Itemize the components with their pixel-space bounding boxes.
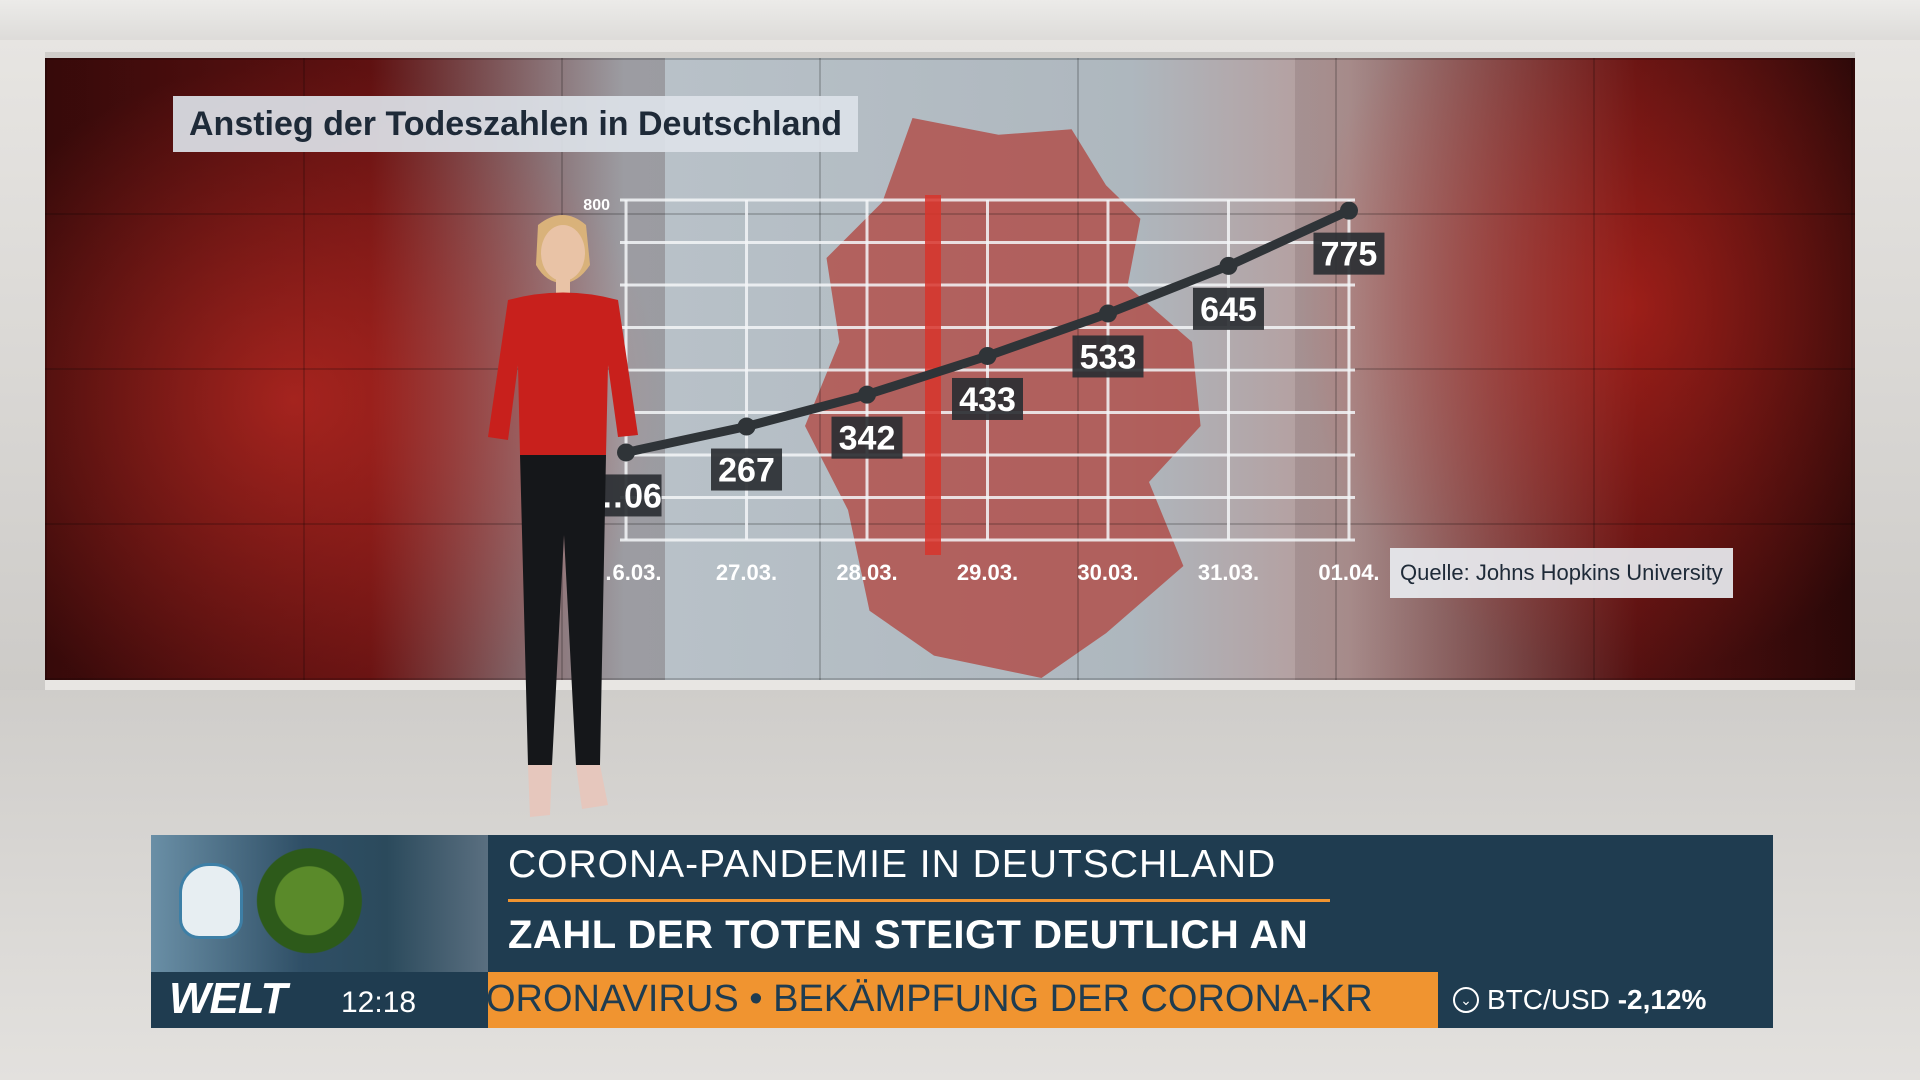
x-tick-label: 27.03. bbox=[716, 560, 777, 585]
medic-figure bbox=[179, 863, 243, 939]
data-point bbox=[1219, 256, 1238, 275]
x-tick-label: 29.03. bbox=[957, 560, 1018, 585]
y-tick-label: 800 bbox=[583, 197, 610, 214]
data-point bbox=[1339, 201, 1358, 220]
data-label: 775 bbox=[1321, 236, 1378, 274]
data-label-box bbox=[711, 448, 783, 491]
news-ticker: ORONAVIRUS • BEKÄMPFUNG DER CORONA-KR bbox=[488, 972, 1438, 1028]
market-quote: ⌄ BTC/USD -2,12% bbox=[1453, 984, 1706, 1016]
lower-third-banner: CORONA-PANDEMIE IN DEUTSCHLAND ZAHL DER … bbox=[151, 835, 1773, 1028]
data-label-box bbox=[952, 377, 1023, 420]
data-label-box bbox=[1192, 287, 1264, 330]
data-label: 267 bbox=[718, 452, 775, 490]
data-label: 645 bbox=[1200, 291, 1257, 329]
kicker-text: CORONA-PANDEMIE IN DEUTSCHLAND bbox=[508, 843, 1277, 886]
x-tick-label: 01.04. bbox=[1318, 560, 1379, 585]
chart-title: Anstieg der Todeszahlen in Deutschland bbox=[173, 96, 859, 152]
news-ticker-text: ORONAVIRUS • BEKÄMPFUNG DER CORONA-KR bbox=[488, 978, 1373, 1020]
headline-panel: CORONA-PANDEMIE IN DEUTSCHLAND ZAHL DER … bbox=[488, 835, 1773, 972]
clock-time: 12:18 bbox=[341, 986, 417, 1019]
data-label-box bbox=[1313, 232, 1385, 275]
data-label: 433 bbox=[959, 381, 1016, 419]
data-point bbox=[858, 385, 877, 404]
data-point bbox=[737, 417, 756, 436]
chevron-circle-icon: ⌄ bbox=[1453, 986, 1479, 1013]
chart-source: Quelle: Johns Hopkins University bbox=[1390, 548, 1733, 598]
data-point bbox=[1098, 304, 1117, 323]
data-label-box bbox=[1072, 335, 1144, 378]
market-pair: BTC/USD bbox=[1487, 984, 1610, 1015]
x-tick-label: 31.03. bbox=[1198, 560, 1259, 585]
welt-logo: WELT bbox=[169, 974, 287, 1023]
x-tick-label: 30.03. bbox=[1077, 560, 1138, 585]
x-tick-label: 28.03. bbox=[836, 560, 897, 585]
data-label: 533 bbox=[1080, 338, 1137, 376]
market-change: -2,12% bbox=[1617, 984, 1707, 1015]
presenter-figure bbox=[488, 215, 638, 817]
ticker-bar: WELT 12:18 ORONAVIRUS • BEKÄMPFUNG DER C… bbox=[151, 972, 1773, 1028]
corona-thumbnail-image bbox=[151, 835, 488, 972]
data-label-box bbox=[831, 416, 903, 459]
kicker-underline bbox=[508, 899, 1330, 902]
data-label: 342 bbox=[839, 420, 896, 458]
headline-text: ZAHL DER TOTEN STEIGT DEUTLICH AN bbox=[508, 913, 1309, 957]
data-point bbox=[617, 443, 636, 462]
data-point bbox=[978, 346, 997, 365]
